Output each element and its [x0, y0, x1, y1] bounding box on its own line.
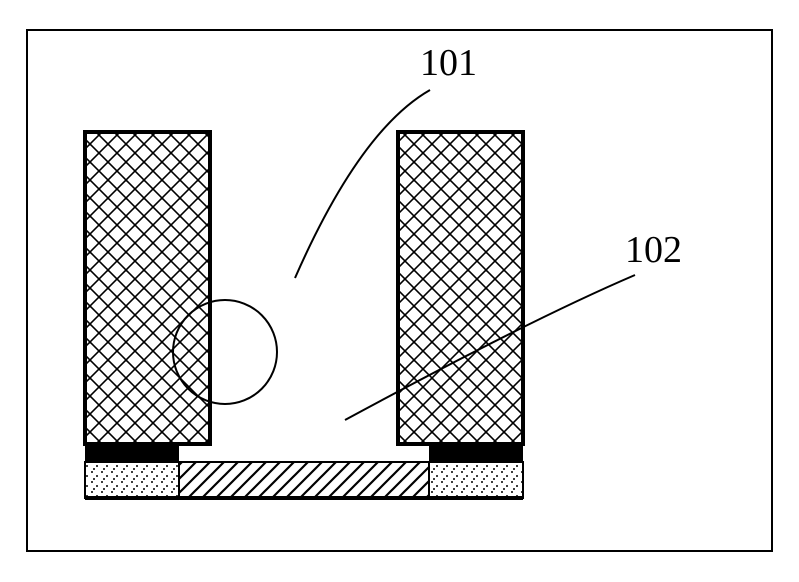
substrate-dot-right [429, 462, 523, 498]
black-bar-left [85, 444, 179, 462]
label-102: 102 [625, 229, 682, 271]
substrate-dot-left [85, 462, 179, 498]
left-pillar [85, 132, 210, 444]
label-101: 101 [420, 42, 477, 84]
center-hatched-block [179, 462, 429, 498]
right-pillar [398, 132, 523, 444]
black-bar-right [429, 444, 523, 462]
